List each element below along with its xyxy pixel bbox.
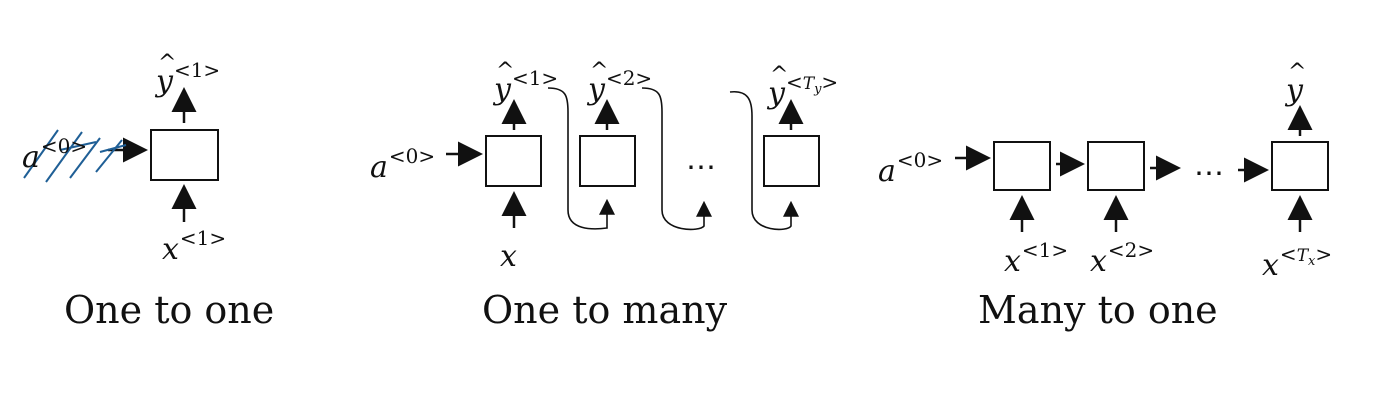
rnn-cell-t — [1271, 141, 1329, 191]
rnn-cell-2 — [579, 135, 636, 187]
y-hat-label: y — [1286, 62, 1306, 106]
a0-label: a<0> — [878, 148, 944, 189]
a0-label: a<0> — [22, 134, 88, 175]
x-label: x — [500, 239, 517, 274]
ellipsis: ⋯ — [1194, 156, 1225, 191]
caption-one-to-one: One to one — [64, 288, 275, 332]
rnn-cell-2 — [1087, 141, 1145, 191]
y-hat-1-label: y<1> — [156, 53, 220, 97]
rnn-cell — [150, 129, 219, 181]
ellipsis: ⋯ — [686, 150, 717, 185]
one-to-one-diagram — [23, 87, 219, 222]
rnn-cell-t — [763, 135, 820, 187]
caption-many-to-one: Many to one — [978, 288, 1218, 332]
y-hat-2-label: y<2> — [588, 61, 652, 105]
caption-one-to-many: One to many — [482, 288, 728, 332]
y-hat-ty-label: y<Ty> — [768, 65, 838, 109]
handwritten-strikethrough — [23, 129, 127, 183]
a0-label: a<0> — [370, 144, 436, 185]
x-1-label: x<1> — [1004, 238, 1069, 279]
many-to-one-diagram — [955, 105, 1329, 232]
x-2-label: x<2> — [1090, 238, 1155, 279]
y-hat-1-label: y<1> — [494, 61, 558, 105]
one-to-many-diagram — [446, 87, 820, 231]
x-1-label: x<1> — [162, 226, 227, 267]
rnn-cell-1 — [993, 141, 1051, 191]
feedback-curve-3 — [729, 91, 799, 231]
feedback-curve-2 — [641, 87, 712, 231]
x-tx-label: x<Tx> — [1262, 242, 1333, 283]
rnn-cell-1 — [485, 135, 542, 187]
feedback-curve-1 — [547, 87, 615, 230]
